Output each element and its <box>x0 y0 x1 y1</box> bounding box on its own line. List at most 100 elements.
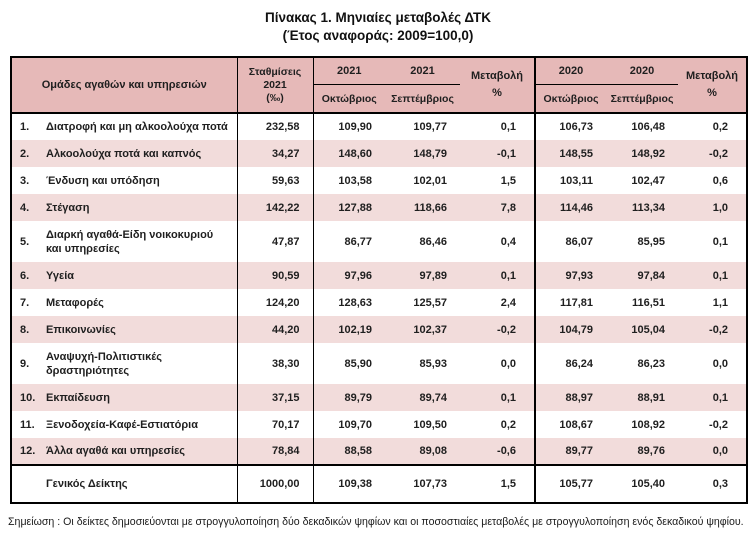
weight-cell: 124,20 <box>237 289 314 317</box>
group-name: Αλκοολούχα ποτά και καπνός <box>46 147 202 160</box>
change-2020-cell: 0,1 <box>712 235 728 248</box>
weight-cell: 34,27 <box>237 140 314 168</box>
weight-cell: 78,84 <box>237 438 314 466</box>
index-2021-oct-cell: 102,19 <box>313 316 385 344</box>
index-2020-oct-cell: 86,24 <box>565 357 593 370</box>
index-2021-sep-cell: 86,46 <box>419 235 447 248</box>
change-2020-cell: 0,1 <box>678 384 747 412</box>
weight-cell: 1000,00 <box>237 464 314 504</box>
change-2020-cell: 0,6 <box>712 174 728 187</box>
change-2020-cell: 1,0 <box>678 194 747 222</box>
change-2021-cell: -0,2 <box>460 316 536 344</box>
header-change-2020-label: Μεταβολή <box>685 69 739 82</box>
header-year-2020-sep: 2020 <box>606 57 678 85</box>
index-2020-oct-cell: 108,67 <box>559 418 593 431</box>
index-2021-sep-cell: 109,77 <box>413 121 447 134</box>
group-name: Άλλα αγαθά και υπηρεσίες <box>46 445 186 458</box>
index-2020-sep-cell: 105,40 <box>606 464 678 504</box>
index-2020-sep-cell: 97,84 <box>606 262 678 290</box>
index-2021-sep-cell: 125,57 <box>413 296 447 309</box>
index-2021-oct-cell: 97,96 <box>313 262 385 290</box>
change-2020-cell: 0,0 <box>712 357 728 370</box>
index-2020-oct-cell: 97,93 <box>535 262 606 290</box>
row-number: 10. <box>20 391 36 404</box>
table-row: 2. Αλκοολούχα ποτά και καπνός 34,27 148,6… <box>11 140 747 168</box>
change-2021-cell: 0,4 <box>460 221 536 263</box>
index-2021-oct-cell: 109,70 <box>338 418 372 431</box>
weight-cell: 59,63 <box>237 167 314 195</box>
index-2021-sep-cell: 109,50 <box>413 418 447 431</box>
group-name: Ένδυση και υπόδηση <box>46 174 160 187</box>
index-2020-oct-cell: 117,81 <box>559 296 593 309</box>
change-2021-cell: 0,1 <box>460 113 536 141</box>
row-number: 2. <box>20 147 30 160</box>
group-name-cell: 2. Αλκοολούχα ποτά και καπνός <box>11 140 238 168</box>
group-name-cell: 8. Επικοινωνίες <box>11 316 238 344</box>
table-row: 10. Εκπαίδευση 37,15 89,79 89,74 0,1 88,9… <box>11 384 747 412</box>
table-row: 12. Άλλα αγαθά και υπηρεσίες 78,84 88,58 … <box>11 438 747 466</box>
row-number: 12. <box>20 445 36 458</box>
group-name: Μεταφορές <box>46 296 104 309</box>
change-2021-cell: 0,0 <box>460 343 536 385</box>
group-name: Στέγαση <box>46 201 90 214</box>
cpi-monthly-changes-table: Ομάδες αγαθών και υπηρεσιών Σταθμίσεις 2… <box>10 56 748 505</box>
index-2021-oct-cell: 128,63 <box>338 296 372 309</box>
index-2020-sep-cell: 105,04 <box>606 316 678 344</box>
index-2020-sep-cell: 108,92 <box>631 418 665 431</box>
general-index-name-cell: 12.Γενικός Δείκτης <box>11 464 238 504</box>
index-2021-sep-cell: 107,73 <box>385 464 460 504</box>
table-header: Ομάδες αγαθών και υπηρεσιών Σταθμίσεις 2… <box>11 57 747 115</box>
index-2020-oct-cell: 88,97 <box>535 384 606 412</box>
group-name: Εκπαίδευση <box>46 391 110 404</box>
change-2021-cell: 7,8 <box>460 194 536 222</box>
table-row: 7. Μεταφορές 124,20 128,63 125,57 2,4 117… <box>11 289 747 317</box>
index-2021-oct-cell: 85,90 <box>344 357 372 370</box>
header-change-2020-percent: % <box>707 87 717 100</box>
header-groups: Ομάδες αγαθών και υπηρεσιών <box>11 57 238 115</box>
index-2020-oct-cell: 148,55 <box>535 140 606 168</box>
weight-cell: 70,17 <box>237 411 314 439</box>
index-2021-sep-cell: 97,89 <box>385 262 460 290</box>
change-2021-cell: 0,1 <box>460 262 536 290</box>
index-2021-oct-cell: 89,79 <box>313 384 385 412</box>
group-name-cell: 6. Υγεία <box>11 262 238 290</box>
change-2021-cell: -0,1 <box>460 140 536 168</box>
header-month-2021-oct: Οκτώβριος <box>313 84 385 115</box>
general-index-row: 12.Γενικός Δείκτης 1000,00 109,38 107,73… <box>11 464 747 504</box>
index-2020-sep-cell: 89,76 <box>606 438 678 466</box>
group-name-cell: 11. Ξενοδοχεία-Καφέ-Εστιατόρια <box>11 411 238 439</box>
index-2020-sep-cell: 106,48 <box>631 121 665 134</box>
general-index-label: Γενικός Δείκτης <box>46 478 128 491</box>
index-2021-sep-cell: 89,74 <box>385 384 460 412</box>
change-2021-cell: 1,5 <box>460 464 536 504</box>
row-number: 6. <box>20 269 30 282</box>
change-2020-cell: -0,2 <box>709 418 728 431</box>
header-change-2021-percent: % <box>492 87 502 100</box>
row-number: 5. <box>20 235 30 248</box>
header-month-2020-oct: Οκτώβριος <box>535 84 606 115</box>
index-2021-sep-cell: 85,93 <box>419 357 447 370</box>
index-2020-sep-cell: 113,34 <box>606 194 678 222</box>
group-name-cell: 12. Άλλα αγαθά και υπηρεσίες <box>11 438 238 466</box>
table-row: 5. Διαρκή αγαθά-Είδη νοικοκυριού και υπηρ… <box>11 221 747 263</box>
index-2021-oct-cell: 86,77 <box>344 235 372 248</box>
change-2020-cell: -0,2 <box>678 316 747 344</box>
group-name: Διαρκή αγαθά-Είδη νοικοκυριού και υπηρεσ… <box>46 228 214 255</box>
table-row: 8. Επικοινωνίες 44,20 102,19 102,37 -0,2 … <box>11 316 747 344</box>
index-2020-sep-cell: 148,92 <box>606 140 678 168</box>
header-year-2020-oct: 2020 <box>535 57 606 85</box>
change-2021-cell: 1,5 <box>460 167 536 195</box>
table-row: 1. Διατροφή και μη αλκοολούχα ποτά 232,58… <box>11 113 747 141</box>
index-2020-oct-cell: 89,77 <box>535 438 606 466</box>
group-name-cell: 3. Ένδυση και υπόδηση <box>11 167 238 195</box>
header-year-2021-sep: 2021 <box>385 57 460 85</box>
index-2021-sep-cell: 118,66 <box>385 194 460 222</box>
change-2020-cell: 0,1 <box>678 262 747 290</box>
change-2020-cell: 0,3 <box>678 464 747 504</box>
index-2021-oct-cell: 109,38 <box>313 464 385 504</box>
change-2020-cell: 0,0 <box>678 438 747 466</box>
table-row: 6. Υγεία 90,59 97,96 97,89 0,1 97,93 97,8… <box>11 262 747 290</box>
table-row: 4. Στέγαση 142,22 127,88 118,66 7,8 114,4… <box>11 194 747 222</box>
index-2020-oct-cell: 105,77 <box>535 464 606 504</box>
